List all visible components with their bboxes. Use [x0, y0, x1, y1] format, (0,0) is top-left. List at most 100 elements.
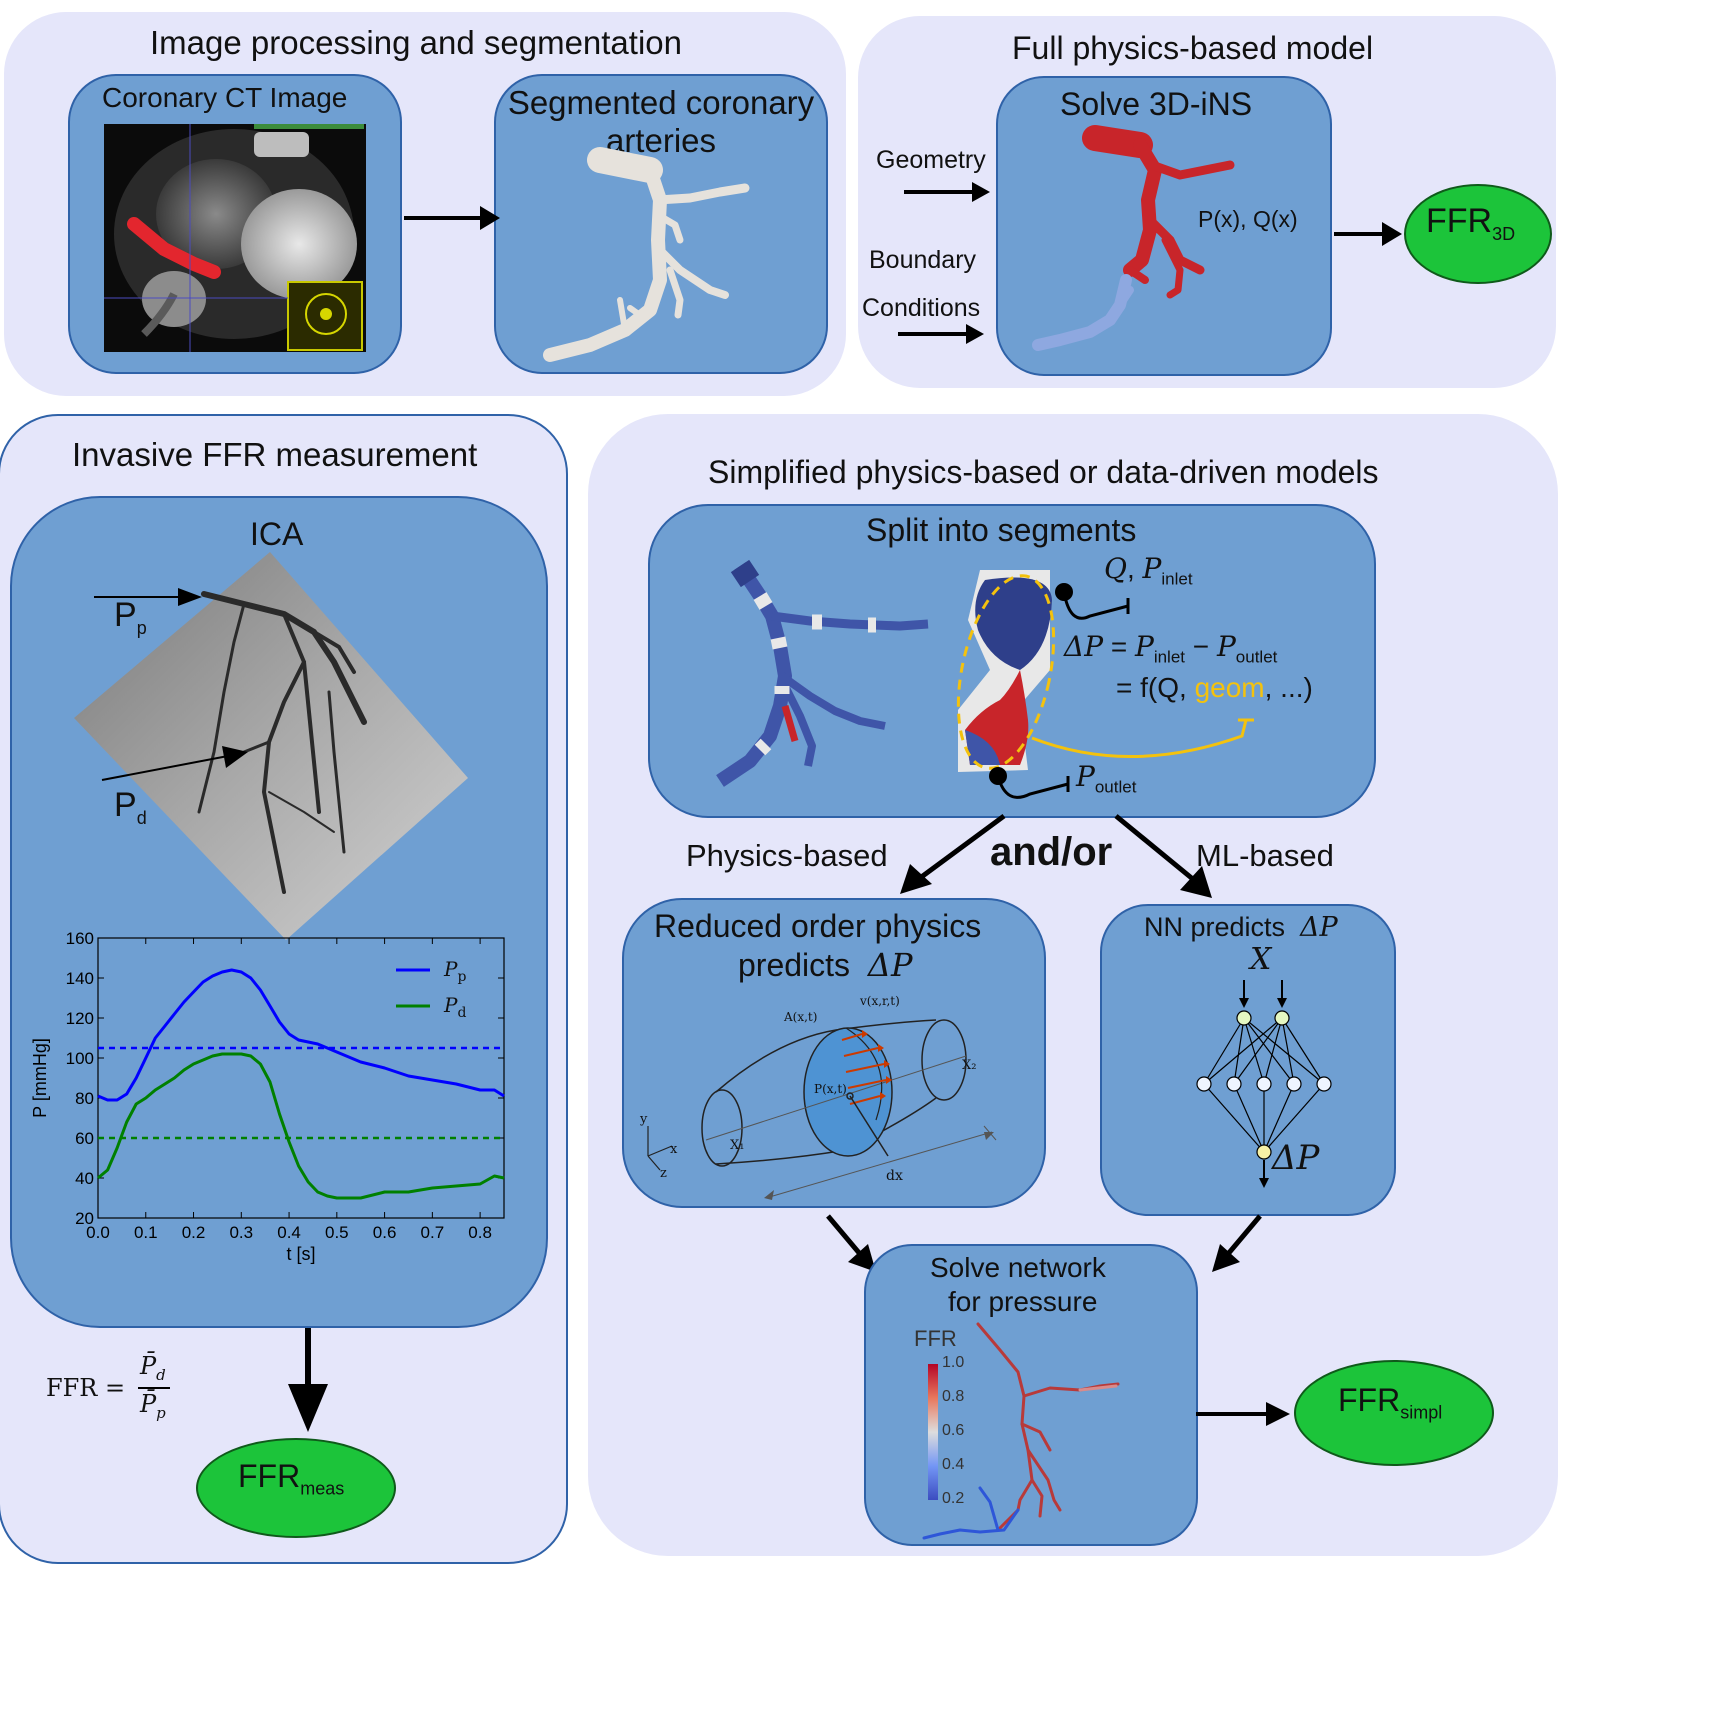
nn-edge [1243, 1017, 1295, 1085]
inlet-outlet-connectors [989, 583, 1254, 799]
rom-label-dx: dx [886, 1168, 903, 1184]
nn-edge [1203, 1083, 1265, 1153]
colorbar-tick-label: 0.8 [942, 1388, 965, 1405]
nn-edge [1281, 1017, 1295, 1085]
panel-full-physics-title: Full physics-based model [1012, 30, 1374, 66]
nn-hidden-node [1196, 1076, 1212, 1092]
ct-image-title: Coronary CT Image [102, 82, 348, 113]
nn-hidden-node [1286, 1076, 1302, 1092]
formula-lhs: FFR = [46, 1374, 126, 1402]
arrow-split-to-rom [900, 813, 1006, 894]
rom-label-x2: X₂ [962, 1058, 977, 1073]
y-tick-label: 20 [75, 1209, 94, 1228]
arrow-ica-to-ffr [288, 1328, 328, 1432]
nn-edge [1233, 1017, 1283, 1085]
nn-diagram [1196, 980, 1332, 1188]
ml-based-label: ML-based [1196, 838, 1334, 873]
colorbar-tick-label: 0.2 [942, 1490, 965, 1507]
x-tick-label: 0.5 [325, 1223, 349, 1242]
pd-label: Pd [114, 786, 147, 828]
x-tick-label: 0.1 [134, 1223, 158, 1242]
nn-output-arrowhead [1259, 1178, 1269, 1188]
nn-output-label: ΔP [1272, 1138, 1320, 1178]
x-tick-label: 0.4 [277, 1223, 301, 1242]
series-line-pd [97, 1052, 505, 1200]
arrow-ct-to-seg [404, 206, 500, 230]
geom-term: geom [1194, 672, 1265, 703]
rom-label-x1: X₁ [730, 1138, 745, 1153]
p-outlet-label: Poutlet [1076, 760, 1137, 797]
nn-input-label: X [1250, 942, 1272, 977]
y-tick-label: 60 [75, 1129, 94, 1148]
rom-label-a: A(x,t) [784, 1010, 818, 1024]
arrow-rom-to-network [826, 1214, 876, 1272]
nn-input-node [1274, 1010, 1290, 1026]
solve-3d-ins-box [996, 76, 1332, 376]
solve-3d-ins-title: Solve 3D-iNS [1060, 86, 1253, 122]
arrow-nn-to-network [1212, 1214, 1262, 1272]
split-segments-title: Split into segments [866, 512, 1137, 548]
rom-label-v: v(x,r,t) [860, 994, 900, 1008]
y-tick-label: 160 [66, 929, 94, 948]
nn-edge [1243, 1017, 1265, 1085]
formula-bar [138, 1387, 170, 1389]
nn-edge [1203, 1017, 1283, 1085]
y-tick-label: 100 [66, 1049, 94, 1068]
nn-input-arrowhead [1239, 998, 1249, 1008]
nn-hidden-node [1316, 1076, 1332, 1092]
ica-title: ICA [250, 516, 304, 552]
arrow-split-to-nn [1114, 814, 1212, 898]
arrow-network-to-ffr [1196, 1402, 1290, 1426]
colorbar [928, 1364, 938, 1500]
rom-vessel-diagram [647, 1019, 997, 1200]
nn-hidden-node [1226, 1076, 1242, 1092]
nn-edge [1233, 1017, 1245, 1085]
rom-title-line1: Reduced order physics [654, 908, 982, 944]
nn-edge [1263, 1083, 1295, 1153]
colorbar-tick-label: 1.0 [942, 1354, 965, 1371]
nn-input-arrowhead [1277, 998, 1287, 1008]
x-tick-label: 0.3 [229, 1223, 253, 1242]
colorbar-tick-label: 0.4 [942, 1456, 965, 1473]
x-axis-label: t [s] [286, 1244, 315, 1264]
ffr-simpl-label: FFRsimpl [1338, 1382, 1443, 1423]
ffr-simpl-result [1294, 1360, 1494, 1466]
ffr-meas-result [196, 1438, 396, 1538]
input-bc-label-line2: Conditions [862, 294, 981, 322]
rom-axis-y: y [640, 1112, 648, 1127]
arrow-geometry [904, 182, 990, 202]
px-qx-label: P(x), Q(x) [1198, 206, 1298, 232]
q-p-inlet-label: Q, Pinlet [1104, 552, 1193, 589]
input-bc-label-line1: Boundary [869, 246, 977, 274]
x-tick-label: 0.2 [182, 1223, 206, 1242]
formula-numerator: P̄d [140, 1352, 166, 1384]
nn-edge [1263, 1083, 1325, 1153]
ffr-network-tree [922, 1322, 1120, 1540]
pd-arrow [101, 746, 248, 781]
angiogram-image [74, 552, 468, 940]
nn-edge [1263, 1017, 1283, 1085]
series-line-pp [97, 968, 505, 1102]
3d-artery-model [1032, 125, 1235, 351]
nn-box [1100, 904, 1396, 1216]
y-axis-label: P [mmHg] [30, 1038, 50, 1118]
segmented-arteries-image [543, 147, 750, 362]
delta-p-equation-line1: ΔP = Pinlet − Poutlet [1064, 630, 1278, 667]
pressure-chart: 20 40 60 80 100 120 140 160 0.0 0.1 0.2 0.3 0.4 0.5 0.… [30, 929, 505, 1264]
y-tick-label: 80 [75, 1089, 94, 1108]
nn-hidden-node [1256, 1076, 1272, 1092]
nn-title: NN predicts ΔP [1144, 912, 1338, 943]
legend-label-pd: Pd [443, 993, 466, 1021]
nn-edge [1203, 1017, 1245, 1085]
panel-simplified-title: Simplified physics-based or data-driven … [708, 454, 1379, 490]
pp-label: Pp [114, 596, 147, 638]
segmented-arteries-title-line1: Segmented coronary arteries [507, 84, 815, 159]
nn-edge [1233, 1083, 1265, 1153]
y-tick-label: 140 [66, 969, 94, 988]
ffr-3d-result [1404, 184, 1552, 284]
rom-title-line2: predicts ΔP [738, 946, 913, 984]
plot-frame [97, 937, 505, 1219]
x-tick-label: 0.7 [421, 1223, 445, 1242]
single-segment-image [956, 570, 1056, 772]
